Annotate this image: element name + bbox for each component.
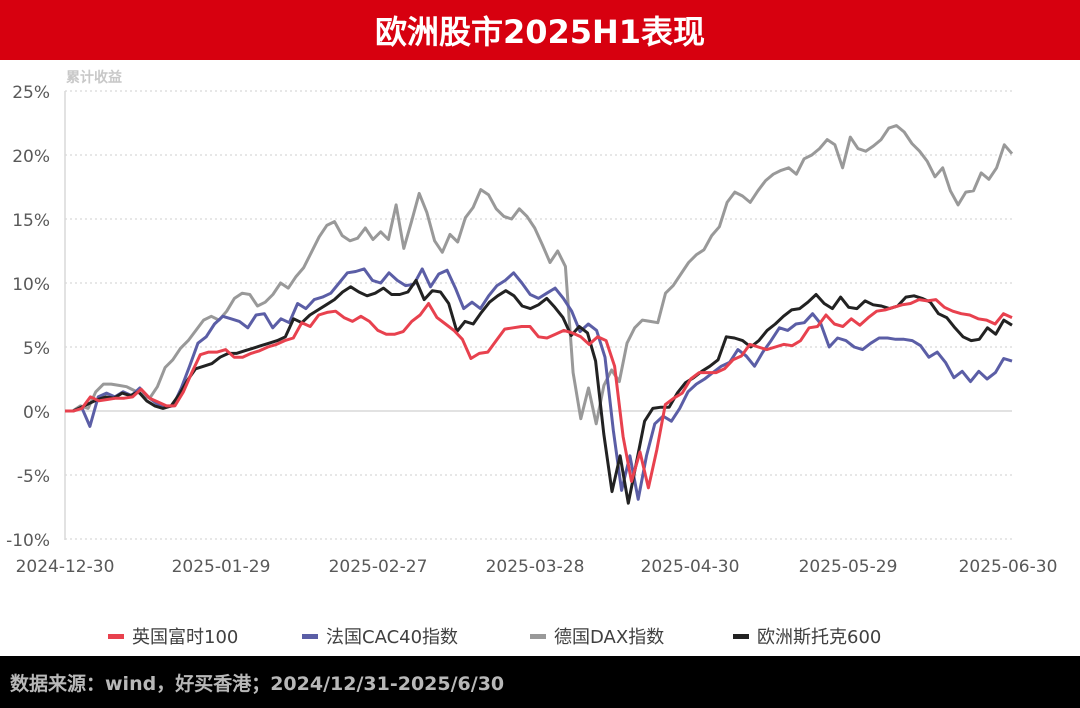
- data-source-footer: 数据来源：wind，好买香港；2024/12/31-2025/6/30: [0, 656, 1080, 708]
- legend-label: 欧洲斯托克600: [757, 627, 881, 648]
- legend-swatch: [302, 634, 318, 639]
- legend: 英国富时100 法国CAC40指数 德国DAX指数 欧洲斯托克600: [108, 627, 881, 648]
- legend-label: 法国CAC40指数: [326, 627, 458, 648]
- x-tick-label: 2024-12-30: [16, 557, 115, 577]
- legend-label: 德国DAX指数: [554, 627, 664, 648]
- chart-title: 欧洲股市2025H1表现: [374, 13, 706, 51]
- series-line: [65, 278, 1013, 505]
- data-source-text: 数据来源：wind，好买香港；2024/12/31-2025/6/30: [10, 672, 505, 695]
- y-tick-label: 5%: [23, 339, 50, 359]
- x-tick-label: 2025-02-27: [329, 557, 428, 577]
- x-tick-label: 2025-04-30: [641, 557, 740, 577]
- y-axis-ticks: 25% 20% 15% 10% 5% 0% -5% -10%: [6, 83, 50, 551]
- y-tick-label: 10%: [12, 275, 50, 295]
- y-tick-label: 0%: [23, 403, 50, 423]
- series-line: [65, 267, 1013, 501]
- y-tick-label: 25%: [12, 83, 50, 103]
- chart-title-banner: 欧洲股市2025H1表现: [0, 0, 1080, 60]
- x-axis-ticks: 2024-12-30 2025-01-29 2025-02-27 2025-03-28…: [16, 557, 1058, 577]
- y-tick-label: 20%: [12, 147, 50, 167]
- x-tick-label: 2025-05-29: [799, 557, 898, 577]
- y-tick-label: -5%: [17, 467, 50, 487]
- y-tick-label: 15%: [12, 211, 50, 231]
- gridlines: [65, 90, 1012, 540]
- chart-canvas: 累计收益 25%20%15%10%5%0%-5%-10% 2024-12-30 2…: [6, 69, 1058, 648]
- y-tick-label: -10%: [6, 531, 50, 551]
- legend-label: 英国富时100: [132, 627, 238, 648]
- legend-swatch: [733, 634, 749, 639]
- line-chart: 累计收益 25% 20% 15% 10% 5% 0% -5% -10% 2024-12-30 2…: [0, 60, 1080, 656]
- series-lines: [65, 124, 1014, 505]
- x-tick-label: 2025-06-30: [959, 557, 1058, 577]
- legend-swatch: [530, 634, 546, 639]
- series-line: [65, 298, 1013, 490]
- legend-swatch: [108, 634, 124, 639]
- series-line: [65, 124, 1014, 426]
- x-tick-label: 2025-01-29: [172, 557, 271, 577]
- y-axis-label: 累计收益: [66, 69, 122, 86]
- x-tick-label: 2025-03-28: [486, 557, 585, 577]
